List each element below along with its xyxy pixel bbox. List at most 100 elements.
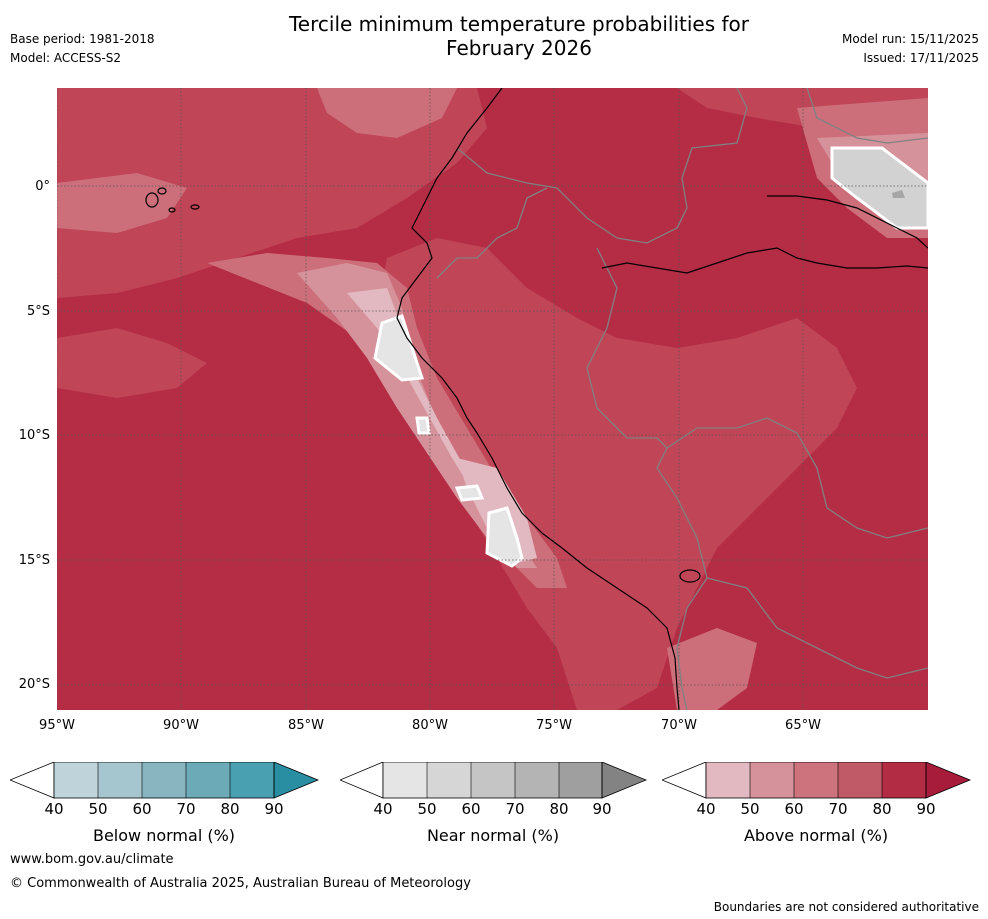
map-svg [57, 88, 928, 710]
title-line-1: Tercile minimum temperature probabilitie… [288, 12, 750, 36]
colorbar-near-label: Near normal (%) [426, 826, 560, 845]
colorbar-near-normal [340, 762, 648, 799]
near-normal-region-2 [415, 416, 431, 435]
border-ecuador-peru [436, 187, 548, 279]
tick-below-60: 60 [132, 800, 152, 818]
region-70-80-north [57, 88, 487, 298]
country-borders [436, 88, 928, 710]
colorbar-below-segment-1 [54, 762, 98, 798]
tick-above-70: 70 [828, 800, 848, 818]
colorbar-above-segment-5 [882, 762, 926, 798]
colorbar-below-segment-6 [273, 762, 320, 799]
lon-label-90w: 90°W [163, 718, 199, 733]
colorbar-above-segment-1 [706, 762, 750, 798]
region-70-80-west [57, 328, 207, 398]
tick-near-60: 60 [461, 800, 481, 818]
region-70-80-andes [377, 238, 857, 710]
tick-near-70: 70 [505, 800, 525, 818]
lat-label-20s: 20°S [18, 677, 50, 692]
island-galapagos-3 [168, 207, 176, 213]
base-period: Base period: 1981-2018 [10, 32, 155, 46]
colorbar-below-segment-0 [10, 762, 55, 799]
model-run: Model run: 15/11/2025 [841, 32, 979, 46]
issued-date: Issued: 17/11/2025 [863, 51, 979, 65]
region-40-50-coast [347, 288, 487, 498]
colorbar-below-segment-3 [142, 762, 186, 798]
colorbar-above-segment-2 [750, 762, 794, 798]
meta-left: Base period: 1981-2018 Model: ACCESS-S2 [10, 32, 155, 65]
border-brazil-peru [586, 247, 928, 539]
near-normal-region-1 [373, 314, 425, 382]
chart-title: Tercile minimum temperature probabilitie… [0, 12, 988, 60]
footer-disclaimer: Boundaries are not considered authoritat… [713, 900, 979, 914]
near-normal-region-3 [454, 484, 485, 502]
colorbar-below-normal [10, 762, 320, 799]
tick-below-70: 70 [176, 800, 196, 818]
colorbar-above-frame [705, 762, 927, 799]
tick-near-90: 90 [592, 800, 612, 818]
colorbar-near-segment-4 [515, 762, 559, 798]
lake-titicaca [679, 569, 701, 583]
tick-below-50: 50 [88, 800, 108, 818]
river-amazon [601, 247, 928, 274]
border-colombia [456, 88, 748, 244]
tick-near-80: 80 [549, 800, 569, 818]
model-name: Model: ACCESS-S2 [10, 51, 122, 65]
near-normal-region-northeast [830, 146, 928, 230]
lon-label-80w: 80°W [412, 718, 448, 733]
lon-label-70w: 70°W [661, 718, 697, 733]
tick-below-80: 80 [220, 800, 240, 818]
colorbar-near-segment-3 [471, 762, 515, 798]
colorbar-above-segment-3 [794, 762, 838, 798]
colorbar-near-segment-2 [427, 762, 471, 798]
river-negro [767, 195, 928, 249]
colorbar-below-dividers [97, 762, 231, 798]
lon-label-95w: 95°W [39, 718, 75, 733]
lat-label-5s: 5°S [26, 304, 50, 319]
title-line-2: February 2026 [446, 36, 592, 60]
island-galapagos-1 [145, 192, 159, 208]
colorbar-near-segment-6 [601, 762, 648, 799]
lon-label-75w: 75°W [536, 718, 572, 733]
tick-below-90: 90 [264, 800, 284, 818]
lat-label-0: 0° [35, 179, 50, 194]
colorbar-below-segment-4 [186, 762, 230, 798]
colorbar-above-label: Above normal (%) [743, 826, 889, 845]
lon-label-85w: 85°W [288, 718, 324, 733]
colorbar-below-segment-5 [230, 762, 274, 798]
colorbar-above-segment-6 [925, 762, 972, 799]
meta-right: Model run: 15/11/2025 Issued: 17/11/2025 [842, 32, 979, 65]
colorbar-near-segment-0 [340, 762, 384, 799]
region-60-70-north [317, 88, 457, 138]
tick-above-80: 80 [872, 800, 892, 818]
tick-above-50: 50 [740, 800, 760, 818]
lat-label-10s: 10°S [18, 428, 50, 443]
coastline-pacific [396, 88, 680, 710]
border-bolivia-south [706, 577, 928, 679]
near-normal-core-northeast [892, 190, 905, 198]
tick-above-90: 90 [916, 800, 936, 818]
colorbar-above-segment-4 [838, 762, 882, 798]
region-60-70-galapagos [57, 173, 187, 233]
tick-above-60: 60 [784, 800, 804, 818]
colorbar-below-frame [53, 762, 275, 799]
colorbar-below-segment-2 [98, 762, 142, 798]
footer-url: www.bom.gov.au/climate [10, 852, 174, 867]
colorbar-above-segment-0 [662, 762, 707, 799]
coastlines [145, 88, 928, 710]
border-venezuela [806, 88, 928, 144]
probability-map [57, 88, 928, 710]
colorbar-near-segment-5 [559, 762, 602, 798]
lat-label-15s: 15°S [18, 553, 50, 568]
tick-near-50: 50 [417, 800, 437, 818]
island-galapagos-2 [157, 187, 167, 195]
colorbar-below-label: Below normal (%) [92, 826, 236, 845]
near-normal-region-4 [485, 506, 524, 568]
gridlines [57, 88, 928, 710]
colorbar-above-dividers [749, 762, 883, 798]
region-60-70-altiplano [667, 628, 757, 710]
footer-copyright: © Commonwealth of Australia 2025, Austra… [10, 876, 471, 891]
lon-label-65w: 65°W [785, 718, 821, 733]
island-galapagos-4 [190, 204, 200, 210]
tick-near-40: 40 [373, 800, 393, 818]
